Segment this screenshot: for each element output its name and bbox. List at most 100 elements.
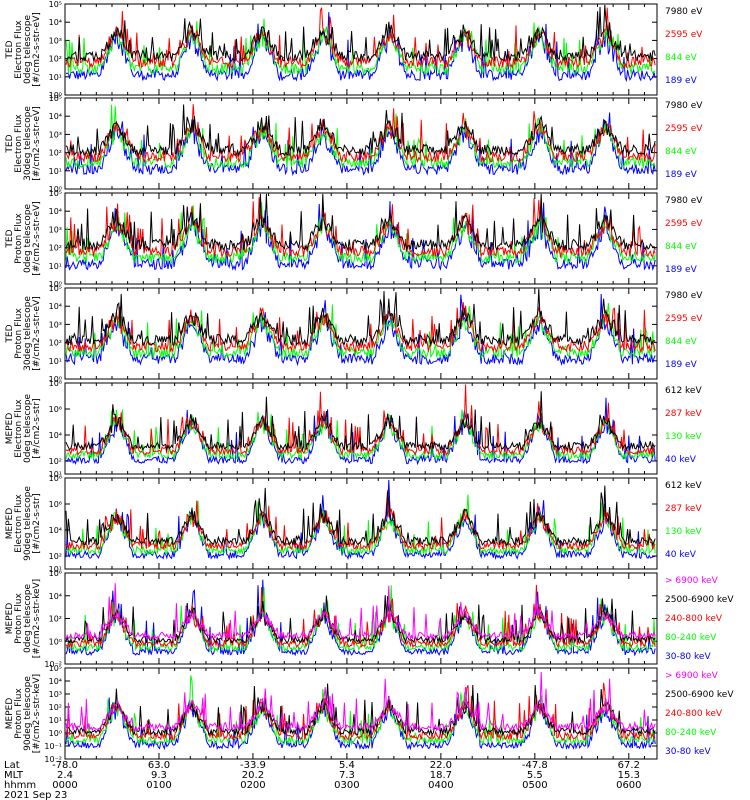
hhmm-value: 0200: [240, 780, 265, 791]
legend-entry: 7980 eV: [665, 7, 703, 17]
lat-value: -78.0: [52, 760, 78, 771]
y-tick-label: 10⁰: [49, 729, 62, 738]
y-tick-label: 10³: [49, 130, 62, 139]
panel-7: 10⁻² 10⁰ 10² 10⁴ 10⁶ MEPEDProton Flux0deg tel…: [5, 569, 734, 669]
mlt-value: 18.7: [430, 770, 452, 781]
y-tick-label: 10⁵: [49, 94, 62, 103]
panel-8: 10⁻² 10⁻¹ 10⁰ 10¹ 10² 10³ 10⁴ 10⁵ MEPEDProton Fl…: [5, 664, 734, 764]
mlt-value: 2.4: [57, 770, 73, 781]
y-tick-label: 10¹: [49, 716, 62, 725]
y-axis-label: MEPEDProton Flux0deg telescope[#/cm2-s-s…: [5, 579, 42, 658]
legend-entry: 240-800 keV: [665, 709, 723, 719]
y-axis-label: TEDElectron Flux30deg telescope[#/cm2-s-…: [5, 106, 42, 181]
y-tick-label: 10⁴: [49, 207, 62, 216]
trace-240-800-kev: [65, 682, 656, 742]
trace--6900-kev: [65, 583, 656, 641]
y-tick-label: 10²: [49, 552, 62, 561]
y-tick-label: 10²: [49, 149, 62, 158]
y-axis-label: MEPEDElectron Flux0deg telescope[#/cm2-s…: [5, 394, 42, 464]
mlt-value: 15.3: [618, 770, 640, 781]
lat-value: 5.4: [339, 760, 355, 771]
trace-2500-6900-kev: [65, 595, 656, 645]
trace-30-80-kev: [65, 579, 656, 657]
plot-frame: [64, 97, 658, 190]
y-tick-label: 10²: [49, 457, 62, 466]
y-tick-label: 10⁴: [49, 302, 62, 311]
legend-entry: 612 keV: [665, 481, 702, 491]
lat-value: 63.0: [148, 760, 170, 771]
y-tick-label: 10²: [49, 244, 62, 253]
y-tick-label: 10⁴: [49, 592, 62, 601]
trace-130-kev: [65, 494, 656, 556]
y-tick-label: 10⁶: [49, 500, 62, 509]
hhmm-value: 0100: [146, 780, 171, 791]
y-tick-label: 10⁶: [49, 569, 62, 578]
lat-value: -33.9: [240, 760, 266, 771]
panel-4: 10⁰ 10¹ 10² 10³ 10⁴ 10⁵ TEDProton Flux30deg te…: [5, 284, 703, 384]
legend-entry: 844 eV: [665, 242, 698, 252]
y-axis-label: TEDElectron Flux0deg telescope[#/cm2-s-s…: [5, 12, 42, 87]
hhmm-value: 0300: [334, 780, 359, 791]
legend-entry: 30-80 keV: [665, 747, 711, 757]
y-tick-label: 10¹: [49, 470, 62, 479]
panels: 10⁰ 10¹ 10² 10³ 10⁴ 10⁵ TEDElectron Flux0deg t…: [5, 0, 734, 764]
legend-entry: 2500-6900 keV: [665, 690, 734, 700]
y-tick-label: 10⁴: [49, 431, 62, 440]
trace-240-800-kev: [65, 584, 656, 649]
y-tick-label: 10³: [49, 225, 62, 234]
trace-40-kev: [65, 479, 656, 561]
y-tick-label: 10¹: [49, 167, 62, 176]
y-tick-label: 10⁵: [49, 189, 62, 198]
legend-entry: > 6900 keV: [665, 576, 719, 586]
y-axis-label: MEPEDProton Flux90deg telescope[#/cm2-s-…: [5, 674, 42, 753]
y-tick-label: 10³: [49, 36, 62, 45]
legend-entry: 130 keV: [665, 432, 702, 442]
panel-1: 10⁰ 10¹ 10² 10³ 10⁴ 10⁵ TEDElectron Flux0deg t…: [5, 0, 703, 100]
mlt-row-label: MLT: [4, 770, 24, 781]
trace-189-ev: [65, 12, 656, 83]
legend-entry: 7980 eV: [665, 291, 703, 301]
trace-844-ev: [65, 201, 656, 265]
y-tick-label: 10⁶: [49, 405, 62, 414]
y-axis-label: TEDProton Flux30deg telescope[#/cm2-s-st…: [5, 296, 42, 371]
lat-value: 22.0: [430, 760, 452, 771]
trace--6900-kev: [65, 672, 656, 733]
trace-7980-ev: [65, 288, 656, 347]
legend-entry: 40 keV: [665, 455, 697, 465]
y-tick-label: 10⁴: [49, 677, 62, 686]
legend-entry: 189 eV: [665, 170, 698, 180]
y-tick-label: 10²: [49, 615, 62, 624]
y-tick-label: 10⁰: [49, 280, 62, 289]
trace-7980-ev: [65, 193, 656, 252]
legend-entry: 130 keV: [665, 527, 702, 537]
mlt-value: 20.2: [242, 770, 264, 781]
y-tick-label: 10²: [49, 703, 62, 712]
legend-entry: 240-800 keV: [665, 614, 723, 624]
y-tick-label: 10⁰: [49, 637, 62, 646]
y-tick-label: 10⁰: [49, 91, 62, 100]
trace-189-ev: [65, 112, 656, 177]
y-tick-label: 10²: [49, 339, 62, 348]
mlt-value: 7.3: [339, 770, 355, 781]
lat-value: -47.8: [522, 760, 548, 771]
y-tick-label: 10²: [49, 55, 62, 64]
legend-entry: 2595 eV: [665, 30, 703, 40]
legend-entry: 844 eV: [665, 147, 698, 157]
legend-entry: 30-80 keV: [665, 652, 711, 662]
panel-3: 10⁰ 10¹ 10² 10³ 10⁴ 10⁵ TEDProton Flux0deg tel…: [5, 189, 703, 289]
y-tick-label: 10⁵: [49, 0, 62, 9]
y-tick-label: 10⁴: [49, 112, 62, 121]
panel-6: 10¹ 10² 10⁴ 10⁶ 10⁸ MEPEDElectron Flux90deg t…: [5, 474, 702, 574]
y-tick-label: 10¹: [49, 262, 62, 271]
hhmm-value: 0000: [52, 780, 77, 791]
y-tick-label: 10⁰: [49, 185, 62, 194]
plot-frame: [64, 287, 658, 380]
y-tick-label: 10⁻²: [44, 660, 62, 669]
trace-130-kev: [65, 409, 656, 461]
legend-entry: 189 eV: [665, 265, 698, 275]
legend-entry: 80-240 keV: [665, 633, 717, 643]
y-tick-label: 10⁸: [49, 474, 62, 483]
y-tick-label: 10⁻²: [44, 755, 62, 764]
